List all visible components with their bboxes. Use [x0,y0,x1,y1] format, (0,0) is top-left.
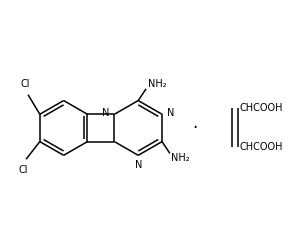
Text: N: N [134,160,142,170]
Text: NH₂: NH₂ [148,79,166,89]
Text: Cl: Cl [18,165,28,175]
Text: N: N [102,108,110,118]
Text: CHCOOH: CHCOOH [239,142,283,152]
Text: CHCOOH: CHCOOH [239,104,283,114]
Text: N: N [167,108,174,118]
Text: ·: · [193,119,198,137]
Text: NH₂: NH₂ [171,153,190,163]
Text: Cl: Cl [20,79,30,89]
